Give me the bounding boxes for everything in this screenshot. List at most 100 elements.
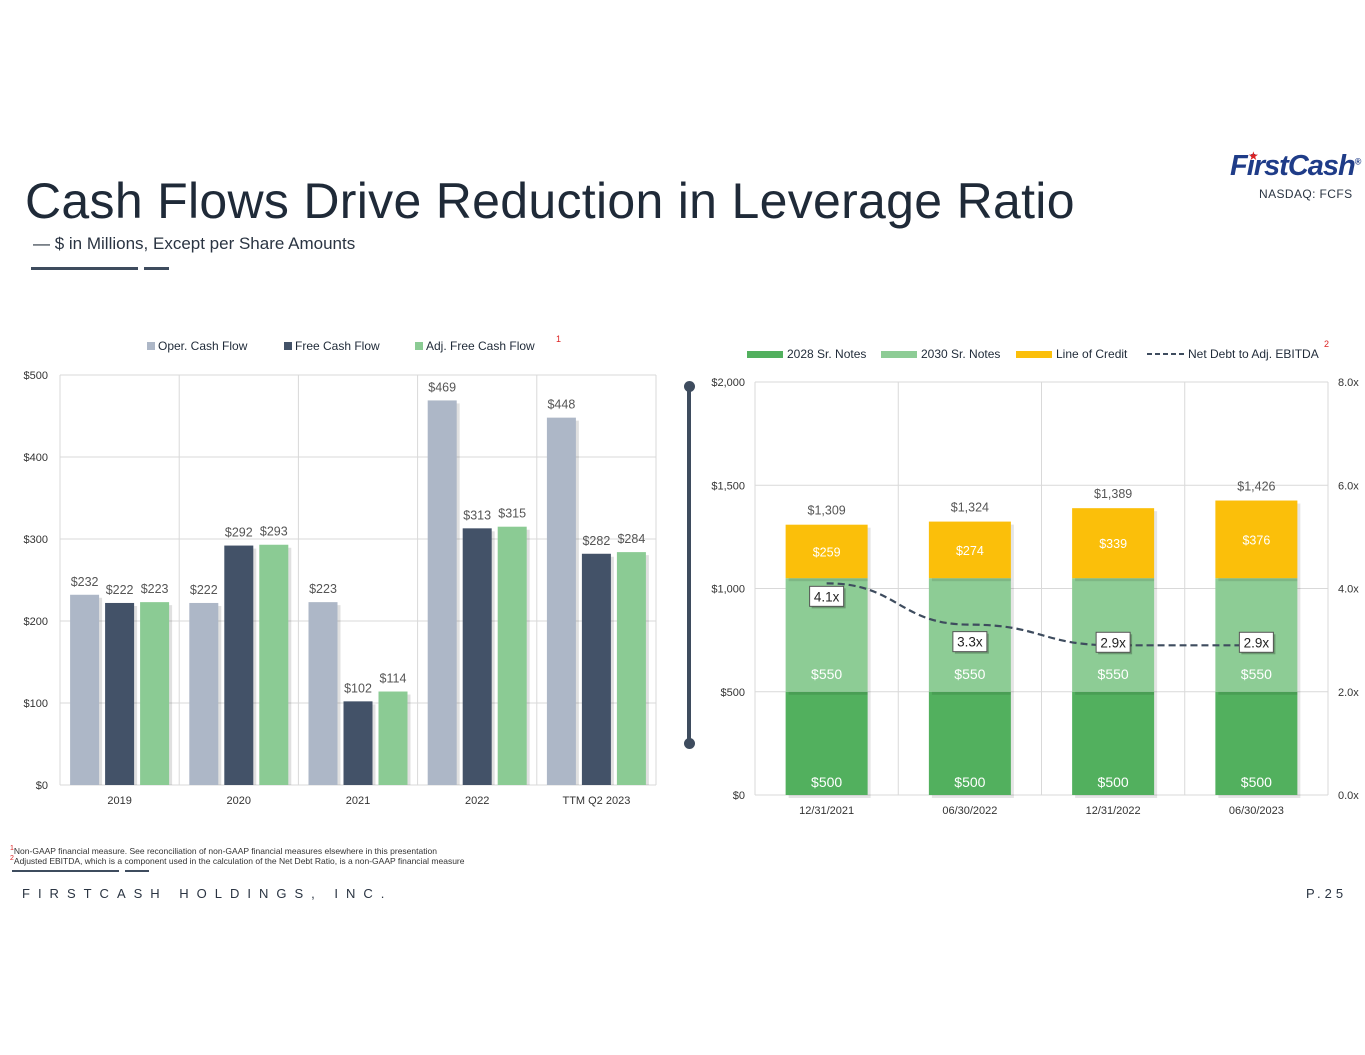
data-label: $292 (225, 526, 253, 540)
bar-free-cash-flow-2022 (462, 528, 492, 785)
debt-leverage-chart: $0 $500 $1,000 $1,500 $2,000 0.0x 2.0x 4.0x 6.0x… (711, 339, 1359, 817)
bar-2028-sr-notes-12-31-2022 (1072, 691, 1155, 795)
data-label: $313 (463, 508, 491, 522)
data-label: $222 (106, 583, 134, 597)
segment-label: $274 (956, 544, 984, 558)
total-label: $1,389 (1094, 487, 1132, 501)
ratio-line (826, 582, 1257, 647)
ratio-label-box (952, 631, 988, 653)
legend-label: Line of Credit (1056, 347, 1128, 361)
divider-dot-bottom (684, 738, 695, 749)
segment-label: $550 (811, 666, 842, 682)
total-label: $1,324 (951, 501, 989, 515)
cash-flow-chart: $0 $100 $200 $300 $400 $500 $232 $222 $223 2019 $2… (24, 334, 657, 807)
segment-label: $500 (1098, 774, 1129, 790)
x-tick-label: 06/30/2023 (1229, 805, 1284, 817)
y2-tick-label: 0.0x (1338, 790, 1359, 802)
page-number: P.25 (1306, 886, 1348, 901)
legend-swatch (415, 342, 423, 350)
segment-label: $500 (954, 774, 985, 790)
y-tick-label: $100 (24, 698, 48, 710)
legend-label: Adj. Free Cash Flow (426, 339, 535, 353)
legend-label: Net Debt to Adj. EBITDA (1188, 347, 1319, 361)
logo-registered-mark: ® (1354, 156, 1362, 167)
bar-line-of-credit-12-31-2022 (1072, 508, 1155, 579)
legend-label: 2030 Sr. Notes (921, 347, 1000, 361)
ratio-label-box (809, 585, 845, 607)
bar-free-cash-flow-2021 (343, 701, 373, 785)
ratio-label-box (1095, 631, 1131, 653)
y-tick-label: $0 (733, 790, 745, 802)
logo-star-icon: ★ (1248, 149, 1259, 163)
bar-free-cash-flow-ttm-q2-2023 (581, 553, 611, 785)
data-label: $102 (344, 681, 372, 695)
legend-swatch (284, 342, 292, 350)
bar-free-cash-flow-2020 (224, 545, 254, 785)
bar-adj-free-cash-flow-2021 (378, 691, 408, 785)
data-label: $469 (428, 380, 456, 394)
bar-adj-free-cash-flow-2019 (140, 602, 170, 785)
x-tick-label: 2022 (465, 795, 489, 807)
ratio-label: 3.3x (957, 635, 983, 650)
x-tick-label: 2019 (107, 795, 131, 807)
data-label: $232 (71, 575, 99, 589)
total-label: $1,426 (1237, 480, 1275, 494)
logo-text: FirstCash (1230, 150, 1356, 182)
footer-rule-long (12, 870, 119, 872)
bar-oper-cash-flow-2020 (189, 602, 219, 785)
page-title: Cash Flows Drive Reduction in Leverage R… (25, 173, 1075, 229)
data-label: $448 (547, 398, 575, 412)
bar-oper-cash-flow-2022 (427, 400, 457, 785)
x-tick-label: 2021 (346, 795, 370, 807)
segment-label: $500 (1241, 774, 1272, 790)
title-underline-short (144, 267, 169, 270)
bar-line-of-credit-06-30-2022 (928, 521, 1011, 579)
data-label: $315 (498, 507, 526, 521)
divider-dot-top (684, 381, 695, 392)
bar-2028-sr-notes-06-30-2023 (1215, 691, 1298, 795)
y-tick-label: $300 (24, 534, 48, 546)
footnote-1-marker: 1 (10, 845, 14, 852)
bar-oper-cash-flow-ttm-q2-2023 (546, 417, 576, 785)
ratio-label: 2.9x (1100, 635, 1126, 650)
y2-tick-label: 8.0x (1338, 377, 1359, 389)
segment-label: $339 (1099, 537, 1127, 551)
bar-2028-sr-notes-12-31-2021 (785, 691, 868, 795)
page-subtitle: — $ in Millions, Except per Share Amount… (33, 234, 356, 253)
segment-label: $500 (811, 774, 842, 790)
x-tick-label: 06/30/2022 (942, 805, 997, 817)
y-tick-label: $0 (36, 780, 48, 792)
y-tick-label: $1,500 (711, 480, 745, 492)
y2-tick-label: 2.0x (1338, 687, 1359, 699)
company-name: FIRSTCASH HOLDINGS, INC. (22, 886, 393, 901)
legend-swatch (881, 351, 917, 358)
legend-swatch (147, 342, 155, 350)
legend-label: 2028 Sr. Notes (787, 347, 866, 361)
data-label: $114 (380, 672, 407, 686)
ratio-label-box (1238, 631, 1274, 653)
footnote-2: 2Adjusted EBITDA, which is a component u… (10, 855, 465, 866)
legend-swatch (1016, 351, 1052, 358)
y2-tick-label: 6.0x (1338, 480, 1359, 492)
section-divider (687, 386, 691, 744)
footnote-2-text: Adjusted EBITDA, which is a component us… (13, 855, 465, 866)
segment-label: $259 (813, 545, 841, 559)
x-tick-label: 2020 (227, 795, 251, 807)
legend-footnote-marker: 1 (556, 334, 561, 344)
x-tick-label: 12/31/2021 (799, 805, 854, 817)
x-tick-label: 12/31/2022 (1086, 805, 1141, 817)
footnote-1-text: Non-GAAP financial measure. See reconcil… (13, 845, 437, 856)
bar-line-of-credit-12-31-2021 (785, 524, 868, 579)
footer-rule-short (125, 870, 149, 872)
bar-2028-sr-notes-06-30-2022 (928, 691, 1011, 795)
data-label: $293 (260, 525, 288, 539)
ticker-label: NASDAQ: FCFS (1259, 187, 1353, 201)
y-tick-label: $500 (24, 370, 48, 382)
bar-adj-free-cash-flow-2020 (259, 544, 289, 785)
data-label: $282 (582, 534, 610, 548)
bar-oper-cash-flow-2021 (308, 602, 338, 785)
data-label: $284 (617, 532, 645, 546)
y-tick-label: $2,000 (711, 377, 745, 389)
footnote-1: 1Non-GAAP financial measure. See reconci… (10, 845, 437, 856)
bar-adj-free-cash-flow-ttm-q2-2023 (616, 552, 646, 785)
